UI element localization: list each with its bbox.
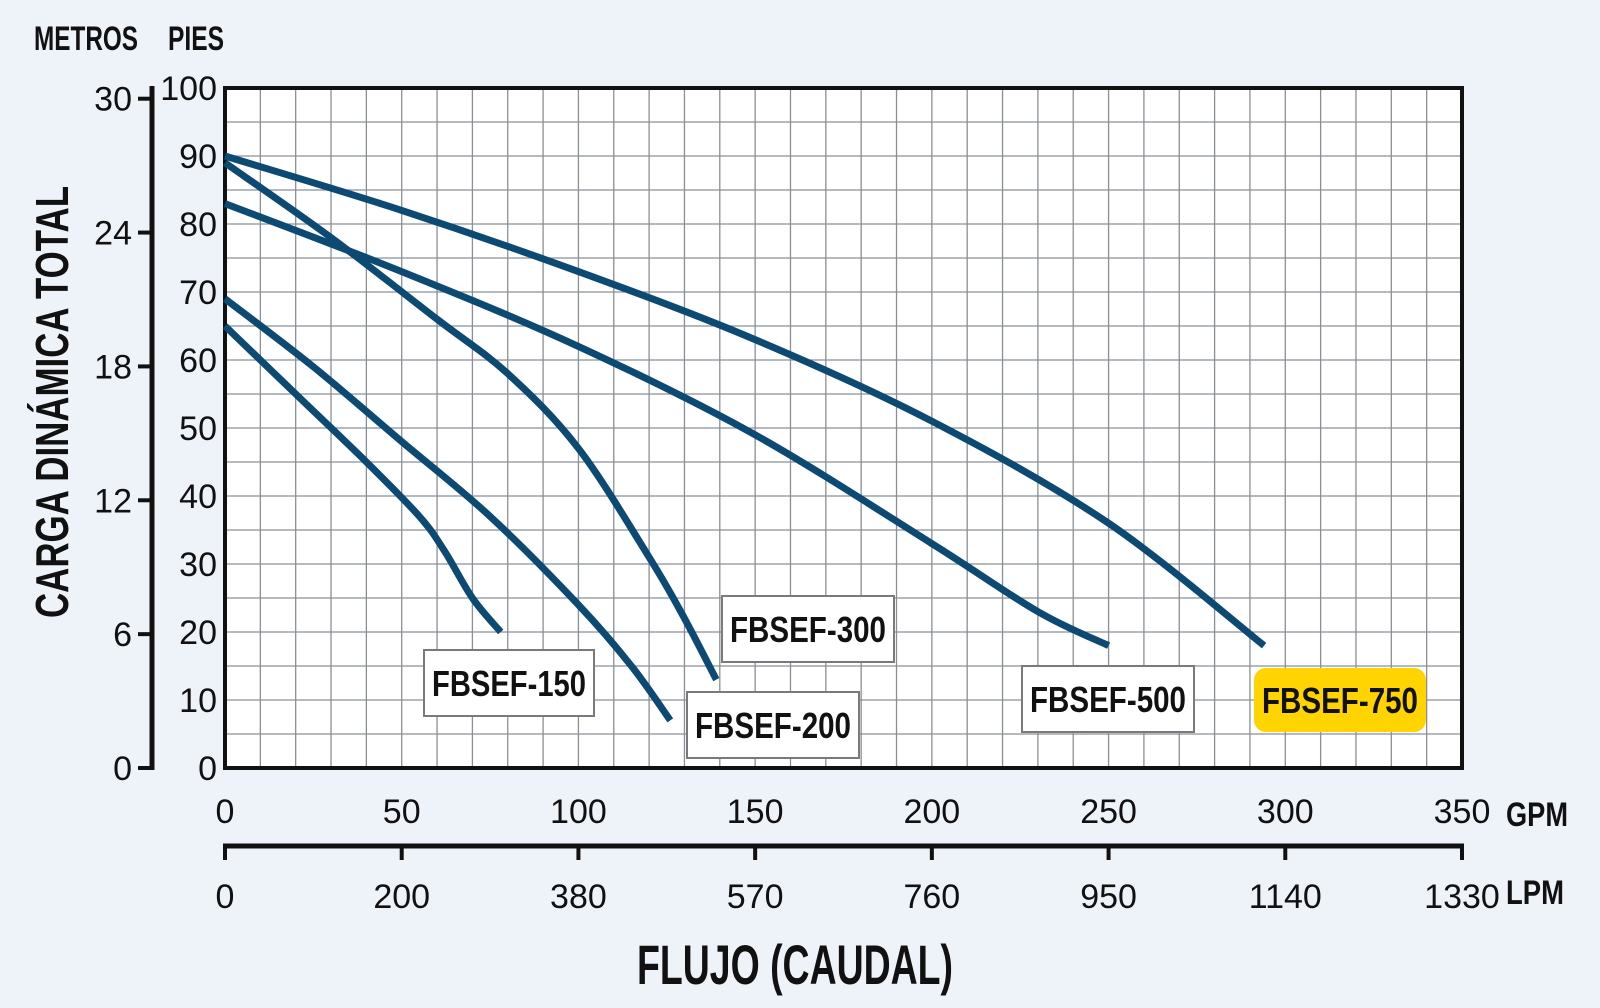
x-tick-label-gpm: 50 bbox=[383, 793, 421, 831]
y-tick-label-pies: 10 bbox=[179, 682, 217, 720]
label-box-fbsef-750 bbox=[1254, 668, 1426, 732]
label-fbsef-750: FBSEF-750 bbox=[1262, 680, 1418, 721]
label-fbsef-300: FBSEF-300 bbox=[730, 609, 886, 650]
curve-fbsef-500 bbox=[223, 200, 1111, 649]
x-tick-label-gpm: 100 bbox=[550, 793, 607, 831]
curve-fbsef-150 bbox=[222, 323, 504, 635]
x-tick-label-lpm: 380 bbox=[550, 878, 607, 916]
y-tick-label-pies: 100 bbox=[160, 70, 217, 108]
y-tick-label-pies: 60 bbox=[179, 342, 217, 380]
y-tick-label-metros: 0 bbox=[113, 750, 132, 788]
y-tick-label-metros: 6 bbox=[113, 616, 132, 654]
x-tick-label-gpm: 350 bbox=[1434, 793, 1491, 831]
y-tick-label-pies: 0 bbox=[198, 750, 217, 788]
curves bbox=[222, 152, 1267, 723]
x-tick-label-gpm: 250 bbox=[1080, 793, 1137, 831]
y-tick-label-pies: 20 bbox=[179, 614, 217, 652]
label-box-fbsef-150 bbox=[423, 649, 595, 717]
y-axis-title: CARGA DINÁMICA TOTAL bbox=[26, 186, 78, 618]
label-fbsef-200: FBSEF-200 bbox=[695, 705, 851, 746]
x-tick-label-gpm: 300 bbox=[1257, 793, 1314, 831]
y-tick-label-pies: 90 bbox=[179, 138, 217, 176]
x-tick-label-lpm: 570 bbox=[727, 878, 784, 916]
axes: 0 10 20 30 40 50 60 70 80 90 100 0 6 12 18 24 30 METROS PI… bbox=[26, 20, 1568, 996]
y-tick-label-pies: 30 bbox=[179, 546, 217, 584]
y-tick-label-metros: 12 bbox=[94, 482, 132, 520]
y-tick-label-pies: 50 bbox=[179, 410, 217, 448]
x-tick-label-lpm: 760 bbox=[903, 878, 960, 916]
y-tick-label-pies: 40 bbox=[179, 478, 217, 516]
curve-fbsef-750 bbox=[223, 152, 1267, 649]
label-box-fbsef-500 bbox=[1021, 665, 1195, 733]
x-tick-label-lpm: 200 bbox=[373, 878, 430, 916]
x-tick-label-gpm: 200 bbox=[903, 793, 960, 831]
y-tick-label-pies: 70 bbox=[179, 274, 217, 312]
label-box-fbsef-300 bbox=[721, 595, 895, 663]
x-tick-label-lpm: 1140 bbox=[1249, 878, 1322, 916]
y-tick-label-pies: 80 bbox=[179, 206, 217, 244]
x-tick-label-lpm: 0 bbox=[216, 878, 235, 916]
x-axis-title: FLUJO (CAUDAL) bbox=[637, 933, 953, 996]
x-tick-label-gpm: 0 bbox=[216, 793, 235, 831]
curve-fbsef-200 bbox=[222, 296, 674, 723]
series-labels: FBSEF-150 FBSEF-200 FBSEF-300 FBSEF-500 FBSE… bbox=[423, 595, 1426, 759]
y-tick-label-metros: 30 bbox=[94, 81, 132, 119]
plot-frame bbox=[223, 86, 1464, 770]
x-tick-label-lpm: 1330 bbox=[1424, 878, 1500, 916]
unit-label-lpm: LPM bbox=[1506, 874, 1564, 912]
y-tick-label-metros: 18 bbox=[94, 348, 132, 386]
x-tick-label-lpm: 950 bbox=[1080, 878, 1137, 916]
unit-label-pies: PIES bbox=[168, 20, 224, 58]
curve-fbsef-300 bbox=[222, 159, 720, 682]
label-fbsef-500: FBSEF-500 bbox=[1030, 679, 1186, 720]
y-tick-label-metros: 24 bbox=[94, 215, 132, 253]
unit-label-metros: METROS bbox=[34, 20, 138, 58]
unit-label-gpm: GPM bbox=[1506, 796, 1568, 834]
label-fbsef-150: FBSEF-150 bbox=[432, 663, 586, 704]
x-tick-label-gpm: 150 bbox=[727, 793, 784, 831]
label-box-fbsef-200 bbox=[686, 691, 860, 759]
grid-lines bbox=[224, 87, 1463, 769]
